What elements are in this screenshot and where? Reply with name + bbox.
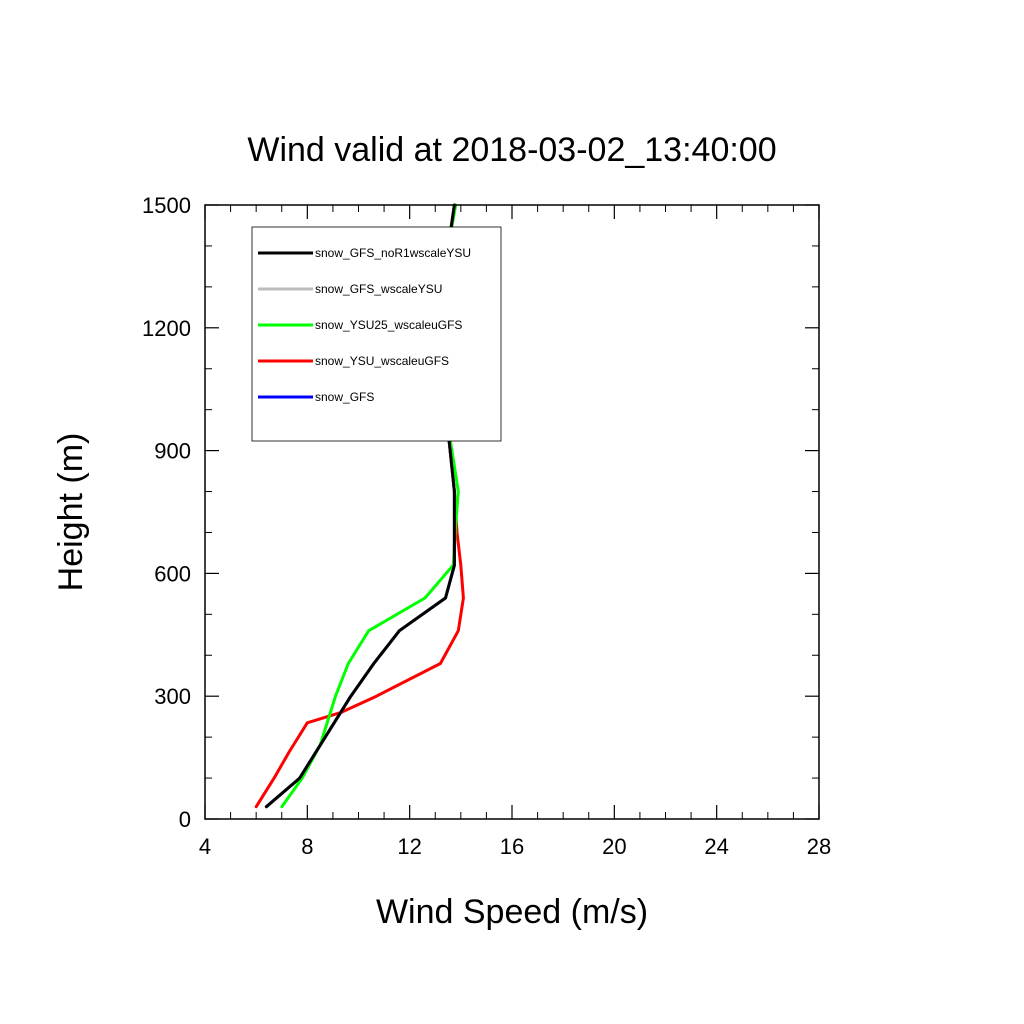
x-tick-label: 16: [500, 834, 524, 859]
x-axis-label: Wind Speed (m/s): [376, 893, 648, 931]
y-tick-label: 1500: [142, 193, 191, 218]
legend-label-2: snow_YSU25_wscaleuGFS: [315, 318, 462, 332]
y-tick-label: 600: [154, 561, 191, 586]
legend: snow_GFS_noR1wscaleYSU snow_GFS_wscaleYSU…: [251, 226, 502, 442]
legend-label-1: snow_GFS_wscaleYSU: [315, 282, 442, 296]
x-tick-label: 8: [301, 834, 313, 859]
tick-labels: 4 8 12 16 20 24 28 0 300 600 900 1200 1500: [142, 193, 831, 859]
x-tick-label: 28: [807, 834, 831, 859]
y-tick-label: 0: [179, 807, 191, 832]
legend-label-0: snow_GFS_noR1wscaleYSU: [315, 246, 471, 260]
chart-title: Wind valid at 2018-03-02_13:40:00: [247, 131, 776, 169]
legend-label-4: snow_GFS: [315, 390, 374, 404]
x-tick-label: 12: [397, 834, 421, 859]
plot-frame: [204, 204, 820, 820]
legend-label-3: snow_YSU_wscaleuGFS: [315, 354, 449, 368]
x-tick-label: 20: [602, 834, 626, 859]
y-tick-label: 900: [154, 439, 191, 464]
y-tick-label: 300: [154, 684, 191, 709]
y-tick-label: 1200: [142, 316, 191, 341]
x-tick-label: 4: [199, 834, 211, 859]
legend-box: [251, 226, 502, 442]
y-axis-label: Height (m): [52, 433, 90, 592]
x-tick-label: 24: [704, 834, 728, 859]
